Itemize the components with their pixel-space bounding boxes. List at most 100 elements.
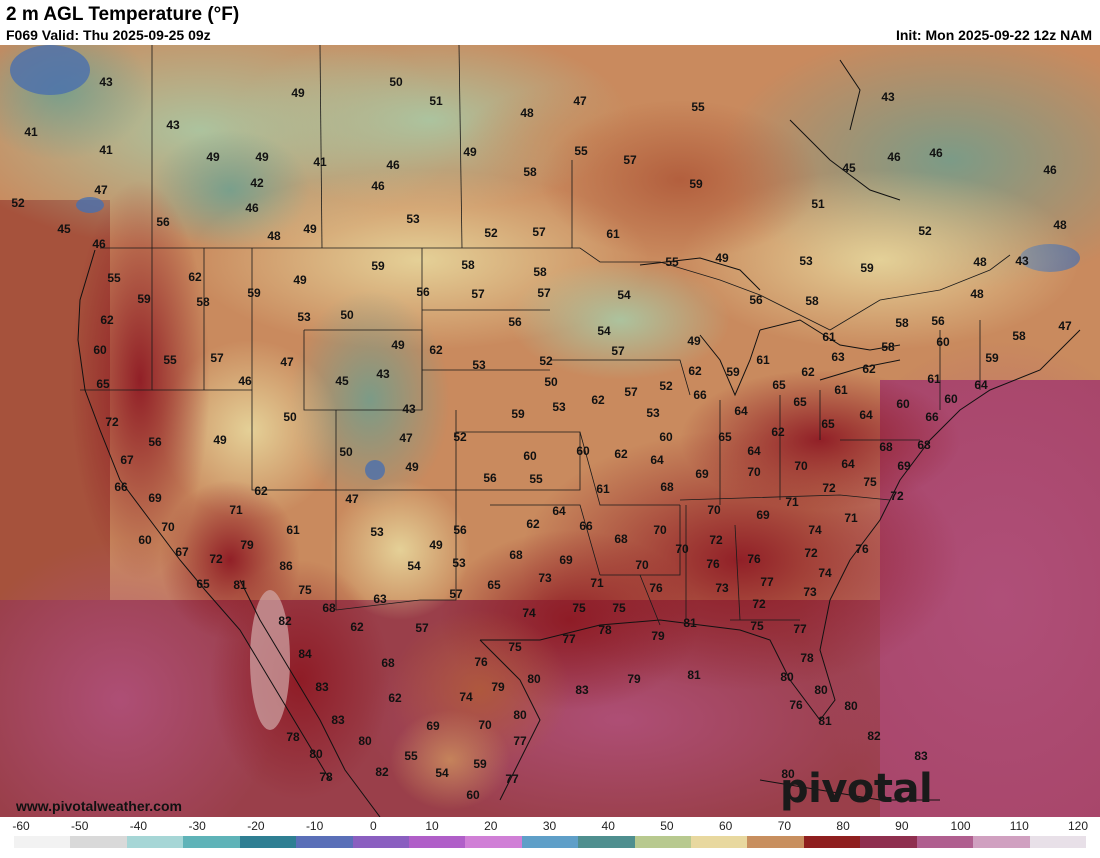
temperature-label: 49 — [687, 334, 701, 348]
temperature-label: 64 — [650, 453, 664, 467]
temperature-label: 46 — [386, 158, 400, 172]
temperature-label: 51 — [811, 197, 825, 211]
temperature-label: 72 — [709, 533, 723, 547]
colorbar-segment — [126, 836, 184, 848]
colorbar-segment — [1029, 836, 1087, 848]
temperature-label: 47 — [280, 355, 294, 369]
temperature-label: 61 — [756, 353, 770, 367]
temperature-label: 83 — [575, 683, 589, 697]
temperature-label: 66 — [925, 410, 939, 424]
temperature-label: 65 — [793, 395, 807, 409]
temperature-label: 46 — [1043, 163, 1057, 177]
temperature-label: 62 — [862, 362, 876, 376]
temperature-label: 54 — [597, 324, 611, 338]
temperature-label: 70 — [747, 465, 761, 479]
temperature-label: 66 — [114, 480, 128, 494]
temperature-label: 52 — [539, 354, 553, 368]
temperature-label: 62 — [801, 365, 815, 379]
temperature-label: 65 — [487, 578, 501, 592]
temperature-label: 82 — [375, 765, 389, 779]
temperature-label: 69 — [897, 459, 911, 473]
colorbar-tick-label: 80 — [836, 819, 850, 833]
colorbar-tick-label: 50 — [660, 819, 674, 833]
temperature-label: 53 — [297, 310, 311, 324]
temperature-label: 74 — [808, 523, 822, 537]
temperature-label: 56 — [416, 285, 430, 299]
temperature-label: 57 — [611, 344, 625, 358]
temperature-label: 49 — [291, 86, 305, 100]
temperature-label: 76 — [474, 655, 488, 669]
temperature-label: 45 — [335, 374, 349, 388]
website-label: www.pivotalweather.com — [16, 798, 182, 814]
temperature-label: 72 — [209, 552, 223, 566]
temperature-label: 62 — [388, 691, 402, 705]
temperature-label: 59 — [860, 261, 874, 275]
temperature-label: 45 — [842, 161, 856, 175]
init-time-label: Init: Mon 2025-09-22 12z NAM — [895, 27, 1092, 43]
temperature-label: 62 — [614, 447, 628, 461]
temperature-label: 56 — [483, 471, 497, 485]
colorbar-tick-label: 0 — [369, 819, 377, 833]
temperature-label: 57 — [415, 621, 429, 635]
temperature-label: 53 — [646, 406, 660, 420]
temperature-label: 78 — [598, 623, 612, 637]
temperature-label: 81 — [683, 616, 697, 630]
temperature-label: 49 — [206, 150, 220, 164]
temperature-label: 58 — [461, 258, 475, 272]
temperature-label: 81 — [233, 578, 247, 592]
temperature-label: 64 — [747, 444, 761, 458]
colorbar-segment — [916, 836, 974, 848]
borders — [80, 45, 1011, 626]
temperature-label: 50 — [544, 375, 558, 389]
temperature-label: 70 — [161, 520, 175, 534]
temperature-label: 64 — [552, 504, 566, 518]
temperature-label: 80 — [780, 670, 794, 684]
temperature-label: 71 — [229, 503, 243, 517]
temperature-label: 67 — [175, 545, 189, 559]
temperature-label: 76 — [747, 552, 761, 566]
temperature-label: 49 — [391, 338, 405, 352]
temperature-label: 60 — [936, 335, 950, 349]
temperature-label: 81 — [687, 668, 701, 682]
colorbar-tick-label: -20 — [247, 819, 265, 833]
temperature-label: 50 — [283, 410, 297, 424]
colorbar-segment — [14, 836, 71, 848]
temperature-label: 43 — [1015, 254, 1029, 268]
temperature-label: 59 — [247, 286, 261, 300]
temperature-label: 72 — [890, 489, 904, 503]
colorbar-segment — [860, 836, 917, 848]
temperature-label: 55 — [691, 100, 705, 114]
temperature-map[interactable]: 43 49 50 51 48 47 55 43 41 43 41 49 49 41 46 49 55 57 46 46… — [0, 45, 1100, 817]
temperature-label: 86 — [279, 559, 293, 573]
temperature-label: 83 — [914, 749, 928, 763]
temperature-label: 72 — [752, 597, 766, 611]
temperature-label: 53 — [799, 254, 813, 268]
colorbar-tick-label: 40 — [601, 819, 615, 833]
temperature-label: 64 — [859, 408, 873, 422]
temperature-label: 43 — [166, 118, 180, 132]
temperature-label: 65 — [96, 377, 110, 391]
temperature-label: 49 — [405, 460, 419, 474]
colorbar: -60 -50 -40 -30 -20 -10 0 10 20 30 40 50 60 70 80 90 100… — [0, 817, 1100, 850]
temperature-label: 60 — [576, 444, 590, 458]
temperature-label: 62 — [350, 620, 364, 634]
temperature-label: 55 — [529, 472, 543, 486]
temperature-label: 48 — [973, 255, 987, 269]
temperature-label: 68 — [381, 656, 395, 670]
temperature-label: 78 — [286, 730, 300, 744]
temperature-label: 79 — [627, 672, 641, 686]
temperature-label: 80 — [309, 747, 323, 761]
temperature-label: 57 — [471, 287, 485, 301]
colorbar-segment — [803, 836, 861, 848]
temperature-label: 60 — [138, 533, 152, 547]
temperature-label: 71 — [590, 576, 604, 590]
temperature-label: 83 — [315, 680, 329, 694]
temperature-label: 62 — [100, 313, 114, 327]
temperature-label: 71 — [844, 511, 858, 525]
temperature-label: 48 — [1053, 218, 1067, 232]
temperature-label: 69 — [756, 508, 770, 522]
temperature-label: 66 — [693, 388, 707, 402]
temperature-label: 52 — [484, 226, 498, 240]
temperature-label: 46 — [92, 237, 106, 251]
